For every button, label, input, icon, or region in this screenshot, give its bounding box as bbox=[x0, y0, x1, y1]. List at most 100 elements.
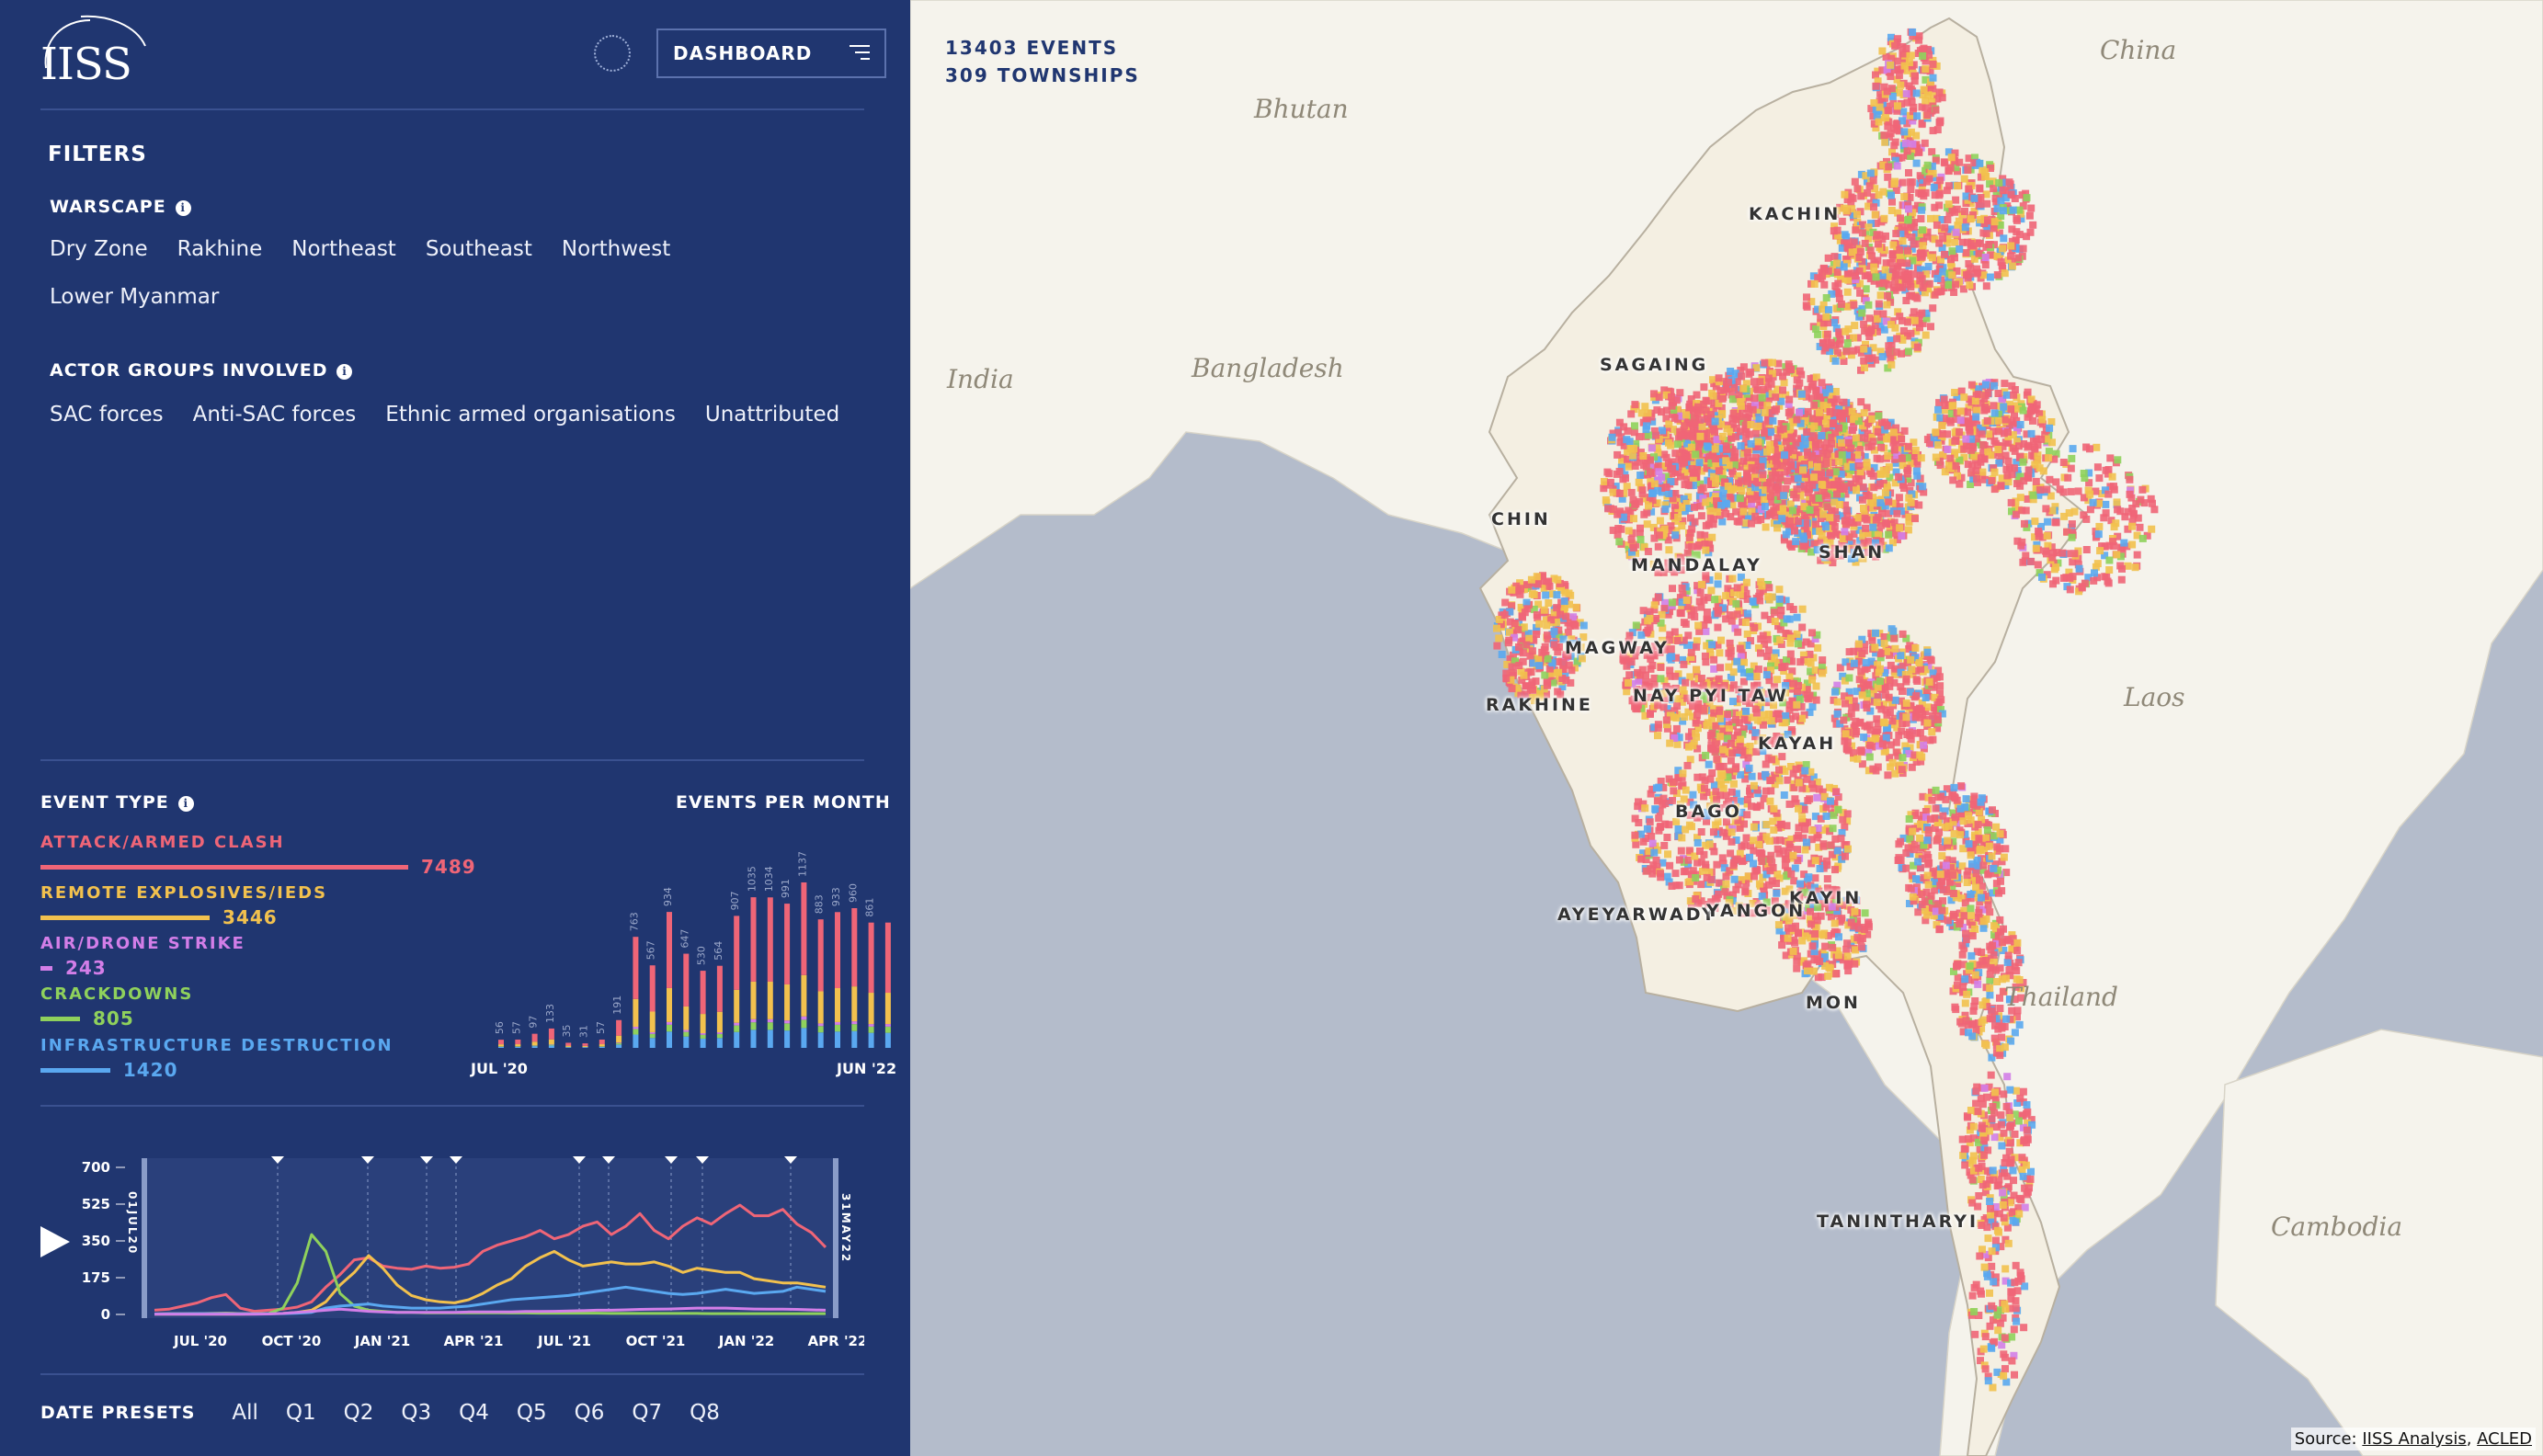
month-bar[interactable] bbox=[835, 912, 840, 1048]
month-bar[interactable] bbox=[801, 882, 807, 1048]
dashboard-menu-button[interactable]: DASHBOARD bbox=[656, 28, 886, 78]
info-icon[interactable]: i bbox=[175, 200, 191, 216]
event-point bbox=[1830, 227, 1838, 235]
month-bar[interactable] bbox=[767, 897, 773, 1048]
month-bar[interactable] bbox=[633, 937, 639, 1048]
map-canvas[interactable] bbox=[910, 0, 2543, 1456]
event-point bbox=[2024, 495, 2032, 503]
event-type-row[interactable]: AIR/DRONE STRIKE 243 bbox=[40, 934, 245, 979]
info-icon[interactable]: i bbox=[336, 364, 353, 380]
event-point bbox=[1874, 240, 1882, 248]
event-point bbox=[1746, 700, 1754, 707]
timeline-end-handle[interactable] bbox=[833, 1158, 838, 1318]
event-point bbox=[1683, 453, 1692, 461]
event-point bbox=[1630, 445, 1638, 452]
event-point bbox=[1947, 256, 1955, 264]
month-bar[interactable] bbox=[734, 916, 740, 1048]
date-preset-q1[interactable]: Q1 bbox=[285, 1401, 316, 1425]
event-point bbox=[2059, 488, 2068, 496]
event-type-row[interactable]: REMOTE EXPLOSIVES/IEDS 3446 bbox=[40, 883, 327, 928]
event-point bbox=[1847, 351, 1855, 359]
iiss-logo[interactable] bbox=[26, 13, 164, 90]
event-markers[interactable] bbox=[1493, 28, 2159, 1392]
month-bar[interactable] bbox=[683, 953, 690, 1048]
month-bar[interactable] bbox=[616, 1019, 622, 1048]
event-type-row[interactable]: ATTACK/ARMED CLASH 7489 bbox=[40, 833, 476, 878]
warscape-option[interactable]: Northeast bbox=[291, 237, 396, 261]
event-point bbox=[2050, 455, 2058, 463]
event-marker-icon[interactable] bbox=[696, 1156, 709, 1164]
event-point bbox=[1747, 421, 1755, 428]
warscape-option[interactable]: Lower Myanmar bbox=[50, 285, 220, 309]
actor-option[interactable]: SAC forces bbox=[50, 403, 164, 427]
event-point bbox=[1545, 665, 1554, 673]
event-point bbox=[1605, 470, 1614, 478]
event-point bbox=[1760, 429, 1768, 438]
event-point bbox=[1549, 678, 1557, 687]
date-preset-q8[interactable]: Q8 bbox=[690, 1401, 720, 1425]
event-marker-icon[interactable] bbox=[665, 1156, 678, 1164]
event-point bbox=[1851, 322, 1859, 330]
month-bar[interactable] bbox=[884, 922, 891, 1048]
event-point bbox=[1858, 495, 1866, 504]
date-preset-q5[interactable]: Q5 bbox=[516, 1401, 547, 1425]
event-point bbox=[1869, 228, 1877, 236]
month-bar[interactable] bbox=[548, 1028, 554, 1048]
month-bar[interactable] bbox=[716, 965, 723, 1048]
month-bar[interactable] bbox=[498, 1040, 504, 1048]
event-point bbox=[1840, 398, 1848, 406]
event-type-row[interactable]: INFRASTRUCTURE DESTRUCTION 1420 bbox=[40, 1036, 393, 1081]
month-bar[interactable] bbox=[817, 919, 824, 1048]
actor-option[interactable]: Ethnic armed organisations bbox=[385, 403, 676, 427]
event-point bbox=[1711, 596, 1719, 604]
month-bar[interactable] bbox=[565, 1042, 572, 1048]
warscape-option[interactable]: Rakhine bbox=[177, 237, 263, 261]
month-bar[interactable] bbox=[531, 1033, 538, 1048]
date-preset-q6[interactable]: Q6 bbox=[574, 1401, 605, 1425]
date-preset-all[interactable]: All bbox=[232, 1401, 258, 1425]
event-point bbox=[1910, 77, 1919, 85]
event-marker-icon[interactable] bbox=[602, 1156, 615, 1164]
event-type-row[interactable]: CRACKDOWNS 805 bbox=[40, 984, 193, 1029]
event-point bbox=[1893, 531, 1901, 539]
event-marker-icon[interactable] bbox=[420, 1156, 433, 1164]
event-point bbox=[1874, 77, 1882, 85]
month-bar[interactable] bbox=[784, 904, 791, 1048]
event-point bbox=[1650, 427, 1659, 435]
event-point bbox=[1871, 210, 1879, 219]
play-icon[interactable] bbox=[40, 1226, 70, 1257]
event-point bbox=[1985, 430, 1993, 438]
event-point bbox=[1872, 219, 1880, 227]
warscape-option[interactable]: Dry Zone bbox=[50, 237, 148, 261]
month-bar[interactable] bbox=[582, 1043, 588, 1048]
event-marker-icon[interactable] bbox=[784, 1156, 797, 1164]
event-marker-icon[interactable] bbox=[450, 1156, 462, 1164]
map[interactable] bbox=[910, 0, 2543, 1456]
warscape-option[interactable]: Southeast bbox=[425, 237, 532, 261]
month-bar[interactable] bbox=[868, 922, 874, 1048]
actor-option[interactable]: Unattributed bbox=[704, 403, 840, 427]
month-bar[interactable] bbox=[750, 897, 757, 1048]
actor-option[interactable]: Anti-SAC forces bbox=[192, 403, 357, 427]
event-marker-icon[interactable] bbox=[361, 1156, 374, 1164]
event-marker-icon[interactable] bbox=[573, 1156, 586, 1164]
timeline-start-handle[interactable] bbox=[142, 1158, 147, 1318]
bar-value-label: 57 bbox=[595, 1021, 607, 1034]
event-point bbox=[1547, 616, 1556, 624]
month-bar[interactable] bbox=[667, 912, 672, 1048]
warscape-option[interactable]: Northwest bbox=[561, 237, 671, 261]
month-bar[interactable] bbox=[700, 971, 706, 1048]
date-preset-q4[interactable]: Q4 bbox=[459, 1401, 489, 1425]
event-point bbox=[1810, 401, 1819, 409]
date-preset-q2[interactable]: Q2 bbox=[343, 1401, 374, 1425]
info-icon[interactable]: i bbox=[177, 796, 194, 812]
event-marker-icon[interactable] bbox=[271, 1156, 284, 1164]
month-bar[interactable] bbox=[649, 965, 656, 1048]
month-bar[interactable] bbox=[851, 908, 858, 1048]
event-point bbox=[1781, 468, 1789, 476]
date-preset-q3[interactable]: Q3 bbox=[401, 1401, 432, 1425]
month-bar[interactable] bbox=[599, 1039, 605, 1048]
month-bar[interactable] bbox=[515, 1039, 521, 1048]
date-preset-q7[interactable]: Q7 bbox=[632, 1401, 663, 1425]
